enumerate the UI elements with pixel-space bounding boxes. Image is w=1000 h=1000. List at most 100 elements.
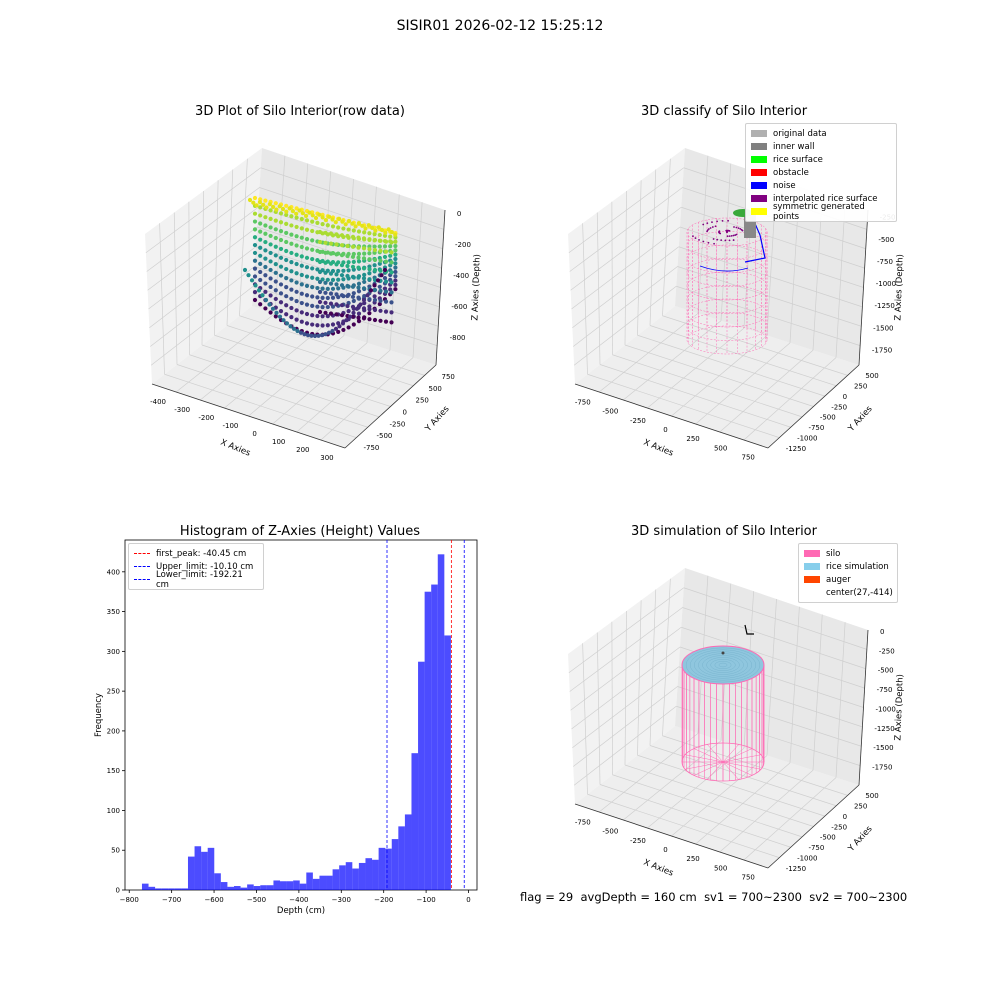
scatter-point: [317, 299, 323, 305]
scatter-point: [351, 310, 356, 315]
scatter-point: [315, 220, 320, 226]
silo-floor-spoke: [722, 761, 761, 770]
rice-mesh: [706, 657, 740, 673]
scatter-point: [278, 229, 284, 234]
histogram-bar: [312, 878, 320, 890]
z-tick-label: -1000: [875, 705, 895, 713]
scatter-point: [389, 310, 394, 315]
scatter-point: [294, 234, 299, 239]
scatter-point: [264, 205, 269, 210]
scatter-point: [261, 202, 266, 207]
scatter-point: [247, 197, 253, 203]
y-tick-label: -1250: [786, 445, 806, 453]
scatter-point: [350, 234, 356, 239]
scatter-point: [367, 307, 372, 312]
scatter-point: [317, 229, 323, 235]
scatter-point: [284, 248, 289, 254]
scatter-point: [299, 226, 304, 231]
scatter-point: [299, 254, 304, 259]
scatter-point: [271, 204, 276, 209]
scatter-point: [341, 268, 346, 273]
scatter-point: [377, 284, 382, 289]
scatter-point: [268, 225, 273, 230]
scatter-point: [258, 229, 263, 234]
x-tick-label: 0: [466, 896, 470, 904]
x-axis-line: [574, 803, 769, 869]
grid-line: [662, 578, 671, 736]
scatter-point: [330, 322, 336, 327]
scatter-point: [330, 328, 335, 334]
scatter-point: [375, 278, 381, 283]
grid-line: [147, 206, 259, 291]
scatter-point: [268, 208, 273, 213]
legend-label: interpolated rice surface: [773, 193, 878, 204]
scatter-point: [328, 241, 334, 246]
scatter-point: [278, 273, 284, 278]
scatter-point: [393, 282, 398, 287]
interpolated-point: [728, 235, 731, 237]
x-tick-label: 500: [714, 444, 727, 452]
interpolated-point: [721, 220, 724, 222]
scatter-point: [378, 238, 383, 243]
scatter-point: [252, 274, 258, 279]
z-axis-line: [435, 209, 446, 366]
scatter-point: [252, 290, 258, 295]
scatter-point: [372, 294, 377, 299]
scatter-point: [356, 318, 362, 324]
scatter-point: [350, 294, 356, 299]
y-tick-label: 0: [843, 393, 847, 401]
scatter-point: [378, 258, 383, 263]
silo-ring: [686, 217, 768, 247]
scatter-point: [268, 293, 273, 298]
histogram-bar: [411, 753, 419, 890]
scatter-point: [304, 218, 310, 223]
histogram-bar: [273, 880, 281, 890]
histogram-bar: [155, 888, 162, 890]
grid-line: [624, 344, 814, 407]
scatter-point: [339, 293, 345, 298]
scatter-point: [383, 279, 389, 284]
scatter-point: [356, 285, 361, 290]
scatter-point: [252, 211, 258, 216]
grid-line: [681, 626, 865, 689]
scatter-point: [379, 227, 385, 233]
scatter-point: [289, 269, 294, 274]
scatter-point: [307, 210, 312, 215]
figure-title: SISIR01 2026-02-12 15:25:12: [396, 18, 604, 34]
grid-line: [649, 589, 657, 746]
histogram-bar: [207, 847, 215, 890]
x-tick-label: −400: [289, 896, 308, 904]
scatter-point: [263, 297, 269, 303]
grid-line: [624, 764, 814, 827]
histogram-bar: [293, 880, 300, 890]
legend-label: Lower_limit: -192.21 cm: [156, 569, 243, 590]
scatter-point: [356, 275, 361, 280]
grid-line: [571, 646, 681, 730]
scatter-point: [328, 301, 334, 306]
scatter-point: [304, 227, 310, 232]
y-tick-label: -500: [820, 834, 836, 842]
histogram-bar: [161, 888, 169, 890]
scatter-point: [258, 205, 263, 210]
scatter-point: [378, 318, 383, 323]
scatter-point: [320, 222, 325, 227]
scatter-point: [284, 294, 289, 299]
scatter-point: [356, 235, 361, 240]
grid-line: [412, 202, 423, 358]
histogram-bar: [181, 888, 188, 890]
x-axis-label: X Axies: [642, 858, 675, 879]
scatter-point: [268, 284, 273, 290]
scatter-point: [294, 243, 299, 248]
legend-swatch: [751, 208, 767, 215]
y-tick-label: -250: [831, 403, 847, 411]
scatter-point: [287, 206, 292, 211]
y-tick-label: -250: [831, 823, 847, 831]
scatter-point: [273, 235, 278, 241]
scatter-point: [263, 239, 268, 245]
scatter-point: [252, 235, 258, 240]
y-axis-line: [344, 364, 437, 449]
scatter-point: [353, 224, 358, 229]
scatter-point: [289, 287, 294, 292]
y-tick-label: 250: [107, 688, 120, 696]
